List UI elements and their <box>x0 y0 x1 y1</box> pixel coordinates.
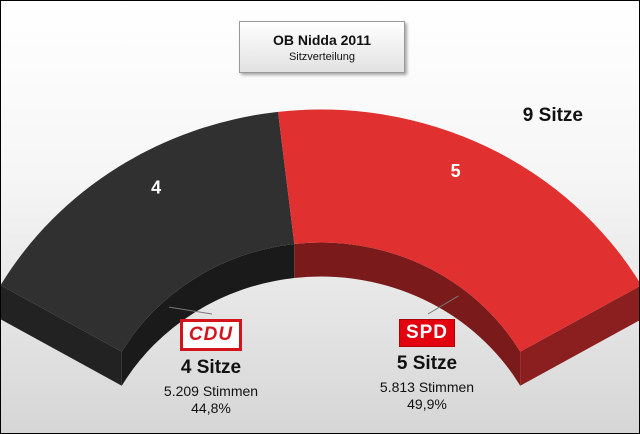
chart-title: OB Nidda 2011 <box>272 32 372 48</box>
title-box: OB Nidda 2011 Sitzverteilung <box>239 21 405 73</box>
leader-line-spd <box>427 295 459 315</box>
seat-arc-cdu-inner-wall <box>121 243 295 386</box>
seat-label-spd: 5 <box>451 161 461 181</box>
seat-arc-spd-inner-wall <box>294 242 521 386</box>
cdu-percent: 44,8% <box>191 400 231 416</box>
party-block-spd: SPD 5 Sitze 5.813 Stimmen 49,9% <box>327 319 527 412</box>
cdu-seats: 4 Sitze <box>180 357 242 378</box>
spd-logo: SPD <box>398 319 456 347</box>
total-seats: 9 Sitze <box>522 105 583 126</box>
leader-line-cdu <box>169 306 213 315</box>
spd-seats: 5 Sitze <box>396 353 458 374</box>
spd-percent: 49,9% <box>407 396 447 412</box>
party-block-cdu: CDU 4 Sitze 5.209 Stimmen 44,8% <box>111 319 311 416</box>
cdu-votes: 5.209 Stimmen <box>163 383 259 399</box>
seat-arc-cdu-left-cap <box>1 285 122 386</box>
spd-votes: 5.813 Stimmen <box>379 379 475 395</box>
chart-subtitle: Sitzverteilung <box>288 51 356 63</box>
seat-arc-spd-right-cap <box>520 286 639 386</box>
seat-arc-cdu <box>1 111 295 352</box>
cdu-logo: CDU <box>179 319 243 351</box>
seat-arc-spd <box>278 109 639 352</box>
seat-label-cdu: 4 <box>151 178 161 198</box>
